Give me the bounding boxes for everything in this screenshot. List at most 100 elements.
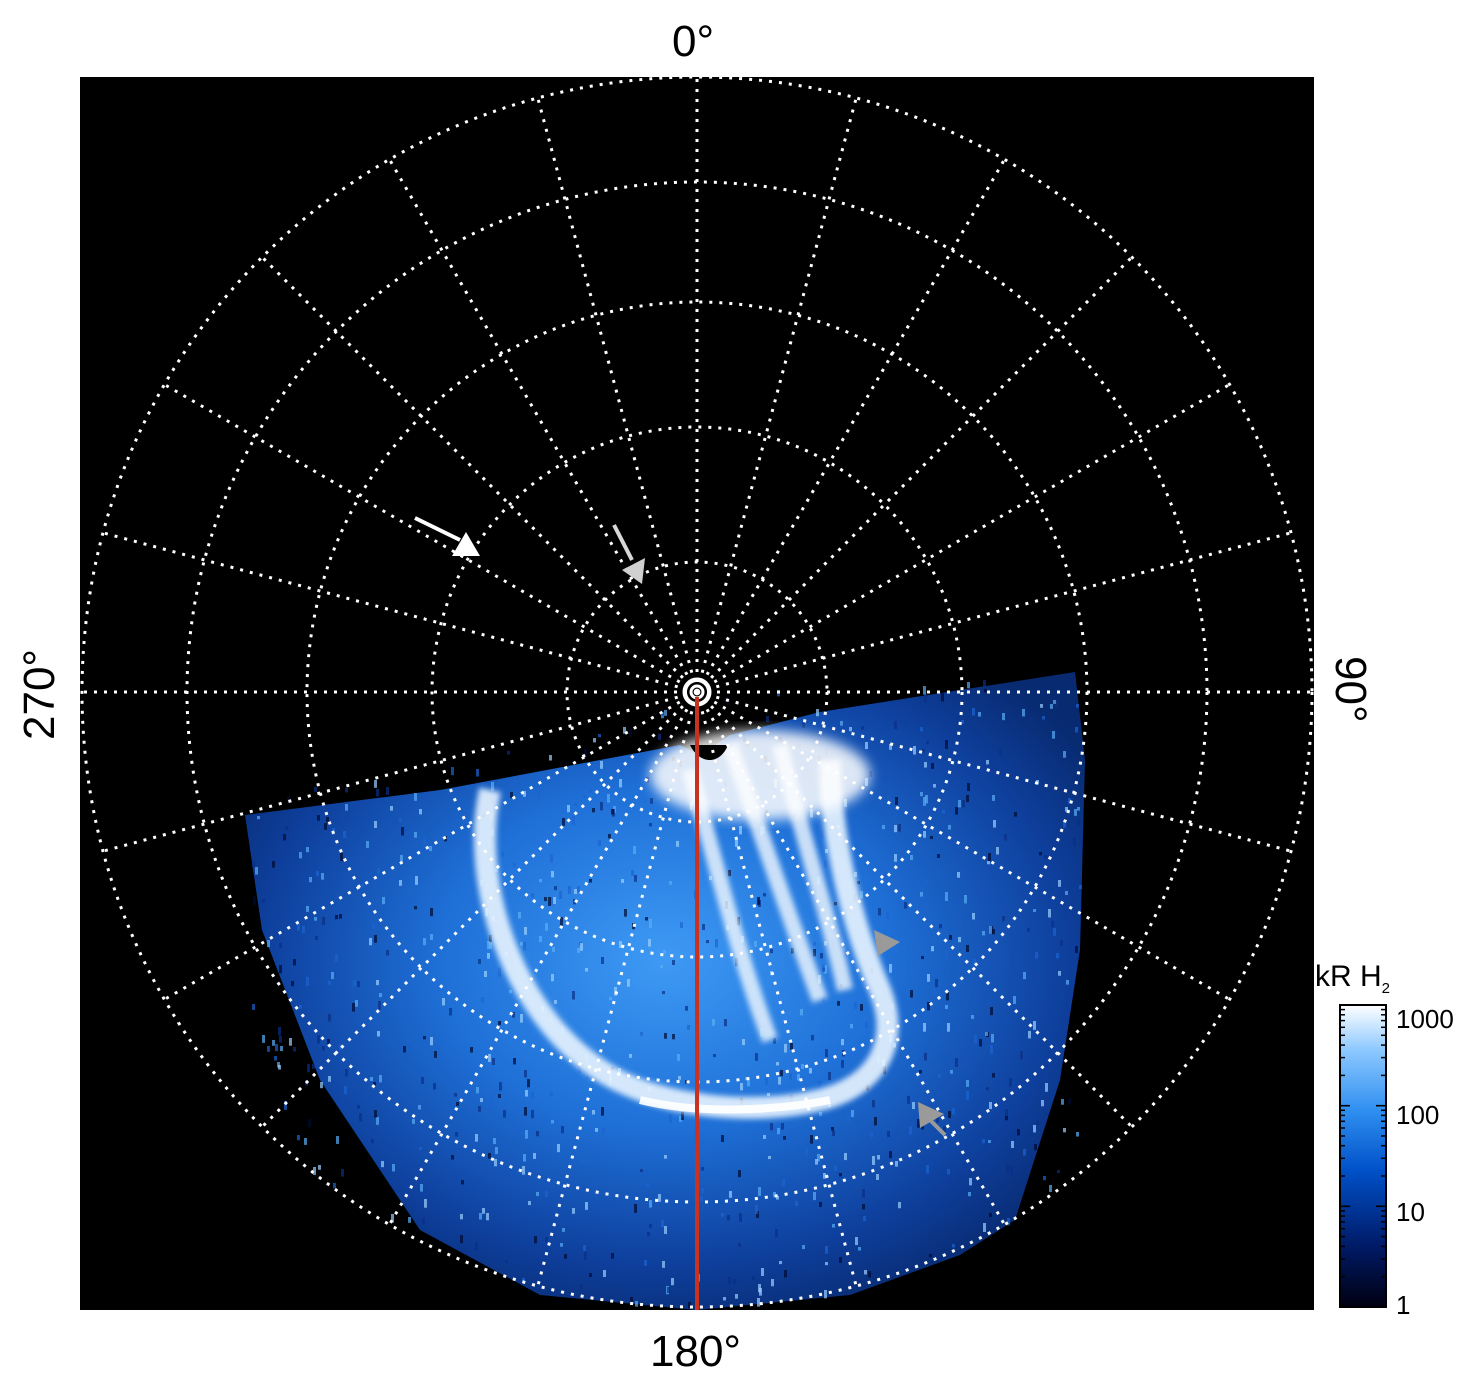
- speckle: [634, 875, 637, 882]
- speckle: [498, 968, 501, 977]
- speckle: [1004, 834, 1007, 841]
- speckle: [1017, 1129, 1020, 1136]
- speckle: [1034, 1144, 1037, 1151]
- speckle: [1056, 953, 1059, 959]
- speckle: [378, 1001, 381, 1010]
- speckle: [423, 837, 426, 845]
- speckle: [279, 1036, 282, 1043]
- colorbar-tick-label: 1000: [1396, 1004, 1454, 1034]
- speckle: [499, 1082, 502, 1091]
- speckle: [419, 1147, 422, 1151]
- speckle: [376, 1117, 379, 1125]
- speckle: [1051, 921, 1054, 928]
- speckle: [1057, 1170, 1060, 1174]
- speckle: [1033, 1021, 1036, 1030]
- speckle: [649, 823, 652, 827]
- speckle: [624, 909, 627, 917]
- speckle: [841, 1039, 844, 1046]
- speckle: [862, 1189, 865, 1198]
- speckle: [1075, 946, 1078, 954]
- speckle: [819, 1202, 822, 1207]
- speckle: [740, 1083, 743, 1091]
- speckle: [701, 1167, 704, 1171]
- lower-arc: [639, 1096, 831, 1114]
- speckle: [747, 1080, 750, 1087]
- longitude-line: [388, 691, 699, 1226]
- speckle: [739, 826, 742, 835]
- speckle: [922, 749, 925, 753]
- speckle: [568, 886, 571, 894]
- speckle: [840, 721, 843, 726]
- speckle: [755, 1053, 758, 1061]
- speckle: [1010, 1166, 1013, 1175]
- speckle: [481, 997, 484, 1004]
- speckle: [554, 1000, 557, 1004]
- speckle: [1030, 717, 1033, 722]
- speckle: [619, 779, 622, 788]
- speckle: [572, 991, 575, 1000]
- speckle: [1006, 1164, 1009, 1173]
- speckle: [456, 1102, 459, 1106]
- arrow-white-icon: [414, 516, 480, 556]
- speckle: [285, 826, 288, 831]
- speckle: [1020, 1051, 1023, 1060]
- longitude-line: [163, 690, 698, 1001]
- speckle: [267, 940, 270, 948]
- speckle: [818, 1081, 821, 1089]
- speckle: [765, 1077, 768, 1085]
- speckle: [738, 1243, 741, 1247]
- speckle: [355, 1000, 358, 1007]
- speckle: [520, 1014, 523, 1023]
- speckle: [424, 1199, 427, 1208]
- speckle: [884, 872, 887, 879]
- speckle: [476, 769, 479, 777]
- speckle: [386, 950, 389, 956]
- speckle: [983, 680, 986, 687]
- speckle: [966, 945, 969, 952]
- speckle: [809, 1068, 812, 1074]
- speckle: [925, 880, 928, 886]
- speckle: [854, 872, 857, 877]
- speckle: [321, 873, 324, 880]
- speckle: [649, 919, 652, 928]
- speckle: [952, 1244, 955, 1248]
- speckle: [644, 1260, 647, 1266]
- speckle: [252, 1004, 255, 1010]
- speckle: [857, 881, 860, 885]
- speckle: [488, 1153, 491, 1159]
- speckle: [327, 1039, 330, 1044]
- arrow-gray-icon: [874, 930, 900, 956]
- speckle: [513, 863, 516, 867]
- speckle: [550, 897, 553, 905]
- speckle: [894, 854, 897, 862]
- speckle: [822, 965, 825, 972]
- speckle: [823, 1173, 826, 1179]
- speckle: [561, 1126, 564, 1134]
- speckle: [941, 693, 944, 702]
- speckle: [832, 1130, 835, 1136]
- speckle: [567, 805, 570, 813]
- speckle: [898, 824, 901, 832]
- speckle: [813, 942, 816, 946]
- speckle: [817, 1154, 820, 1162]
- speckle: [677, 1054, 680, 1061]
- speckle: [352, 1003, 355, 1012]
- speckle: [255, 867, 258, 875]
- speckle: [756, 1211, 759, 1218]
- speckle: [600, 802, 603, 811]
- speckle: [781, 1123, 784, 1130]
- speckle: [992, 795, 995, 801]
- longitude-line: [102, 531, 698, 694]
- speckle: [942, 810, 945, 814]
- speckle: [1053, 700, 1056, 704]
- speckle: [607, 794, 610, 803]
- speckle: [958, 937, 961, 943]
- speckle: [851, 1110, 854, 1118]
- speckle: [887, 1131, 890, 1137]
- colorbar-tick-label: 100: [1396, 1100, 1440, 1130]
- speckle: [486, 1213, 489, 1221]
- speckle: [278, 1027, 281, 1036]
- speckle: [564, 1254, 567, 1259]
- speckle: [551, 974, 554, 982]
- speckle: [611, 1253, 614, 1259]
